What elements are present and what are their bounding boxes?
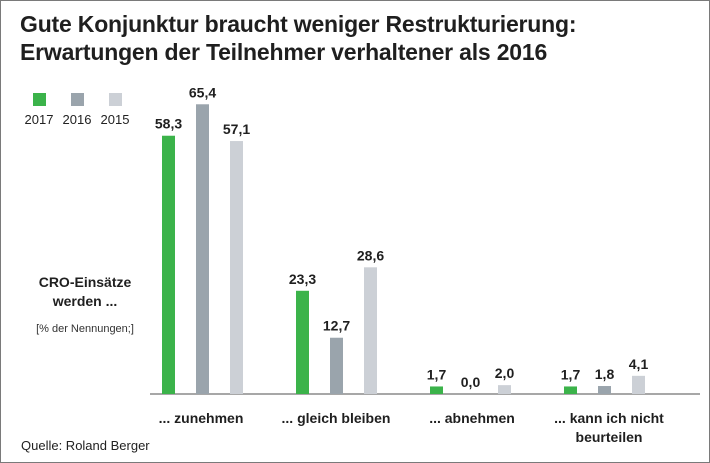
y-axis-label-line-1: CRO-Einsätze xyxy=(38,274,132,290)
bar-2017-cat3 xyxy=(430,386,443,394)
bar-2016-cat2 xyxy=(330,337,343,394)
value-label-2015-cat2: 28,6 xyxy=(357,247,384,263)
value-label-2015-cat3: 2,0 xyxy=(495,365,515,381)
legend-swatch-2016 xyxy=(70,93,84,106)
chart-title: Gute Konjunktur braucht weniger Restrukt… xyxy=(20,10,576,66)
legend: 2017 2016 2015 xyxy=(24,93,130,127)
value-label-2015-cat1: 57,1 xyxy=(223,121,250,137)
category-label-4-line1: ... kann ich nicht xyxy=(554,410,664,426)
bar-2015-cat3 xyxy=(498,385,511,394)
value-label-2017-cat2: 23,3 xyxy=(289,271,316,287)
legend-item-2017: 2017 xyxy=(24,93,54,127)
category-label-2: ... gleich bleiben xyxy=(282,410,391,426)
bar-2016-cat1 xyxy=(196,104,209,394)
category-label-3: ... abnehmen xyxy=(429,410,515,426)
legend-label-2016: 2016 xyxy=(62,112,92,127)
legend-item-2016: 2016 xyxy=(62,93,92,127)
value-label-2016-cat1: 65,4 xyxy=(189,84,216,100)
value-label-2017-cat1: 58,3 xyxy=(155,116,182,132)
bar-2017-cat4 xyxy=(564,386,577,394)
value-label-2016-cat3: 0,0 xyxy=(461,374,481,390)
legend-swatch-2017 xyxy=(32,93,46,106)
title-line-2: Erwartungen der Teilnehmer verhaltener a… xyxy=(20,39,548,65)
legend-swatch-2015 xyxy=(108,93,122,106)
bar-2017-cat1 xyxy=(162,135,175,394)
bar-2017-cat2 xyxy=(296,290,309,394)
value-label-2016-cat2: 12,7 xyxy=(323,318,350,334)
bar-2015-cat2 xyxy=(364,267,377,394)
source-note: Quelle: Roland Berger xyxy=(21,438,150,453)
y-axis-unit: [% der Nennungen;] xyxy=(36,323,134,335)
value-label-2017-cat3: 1,7 xyxy=(427,366,447,382)
y-axis-label: CRO-Einsätze werden ... xyxy=(35,273,135,311)
category-label-1: ... zunehmen xyxy=(159,410,244,426)
value-label-2016-cat4: 1,8 xyxy=(595,366,615,382)
category-label-4-line2: beurteilen xyxy=(576,429,643,445)
title-line-1: Gute Konjunktur braucht weniger Restrukt… xyxy=(20,11,577,37)
bar-2015-cat1 xyxy=(230,141,243,394)
bar-2015-cat4 xyxy=(632,375,645,394)
y-axis-label-line-2: werden ... xyxy=(52,293,118,309)
value-label-2015-cat4: 4,1 xyxy=(629,356,649,372)
legend-item-2015: 2015 xyxy=(100,93,130,127)
legend-label-2015: 2015 xyxy=(100,112,130,127)
legend-label-2017: 2017 xyxy=(24,112,54,127)
value-label-2017-cat4: 1,7 xyxy=(561,366,581,382)
bar-2016-cat4 xyxy=(598,386,611,394)
